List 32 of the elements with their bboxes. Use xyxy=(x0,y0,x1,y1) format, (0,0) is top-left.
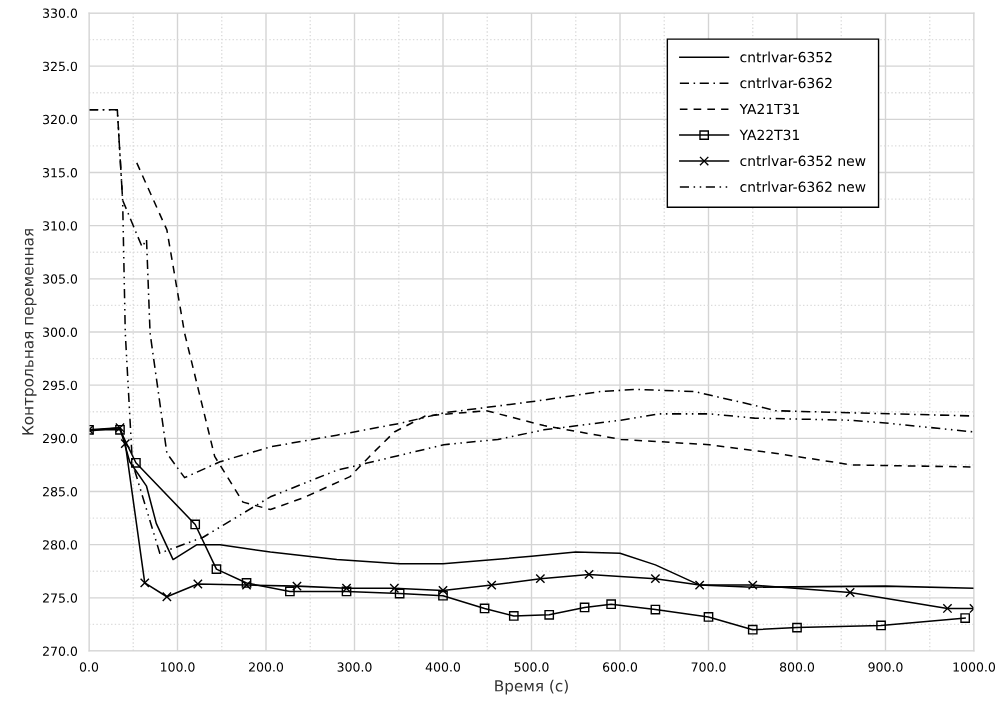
y-tick-label: 280.0 xyxy=(43,540,78,550)
x-tick-label: 600.0 xyxy=(602,662,638,672)
y-tick-label: 310.0 xyxy=(43,221,78,231)
y-tick-label: 305.0 xyxy=(43,274,78,284)
y-tick-label: 295.0 xyxy=(43,380,78,391)
y-tick-label: 285.0 xyxy=(43,486,78,497)
x-tick-label: 900.0 xyxy=(868,662,903,672)
y-tick-label: 290.0 xyxy=(43,433,78,444)
x-tick-label: 800.0 xyxy=(779,662,815,672)
legend-label: cntrlvar-6362 new xyxy=(740,181,866,193)
x-tick-label: 700.0 xyxy=(691,662,726,672)
x-tick-label: 1000.0 xyxy=(953,662,996,672)
x-tick-label: 500.0 xyxy=(514,662,549,672)
legend-label: cntrlvar-6352 new xyxy=(740,155,866,167)
y-tick-label: 320.0 xyxy=(43,114,78,125)
x-tick-label: 400.0 xyxy=(425,662,461,672)
x-tick-label: 100.0 xyxy=(160,662,195,672)
x-tick-label: 200.0 xyxy=(249,662,284,672)
x-tick-label: 0.0 xyxy=(79,662,99,672)
y-tick-label: 300.0 xyxy=(43,327,78,337)
y-tick-label: 270.0 xyxy=(43,646,78,656)
x-tick-label: 300.0 xyxy=(337,662,372,672)
y-tick-label: 315.0 xyxy=(43,167,78,178)
y-axis-title: Контрольная переменная xyxy=(22,229,37,435)
y-tick-label: 325.0 xyxy=(43,61,78,72)
legend-label: cntrlvar-6352 xyxy=(740,51,832,63)
legend-label: YA22T31 xyxy=(739,129,800,141)
legend-label: cntrlvar-6362 xyxy=(740,77,832,89)
legend-label: YA21T31 xyxy=(739,103,800,115)
y-tick-label: 275.0 xyxy=(43,593,78,603)
y-tick-label: 330.0 xyxy=(43,8,78,18)
x-axis-title: Время (с) xyxy=(495,679,568,695)
